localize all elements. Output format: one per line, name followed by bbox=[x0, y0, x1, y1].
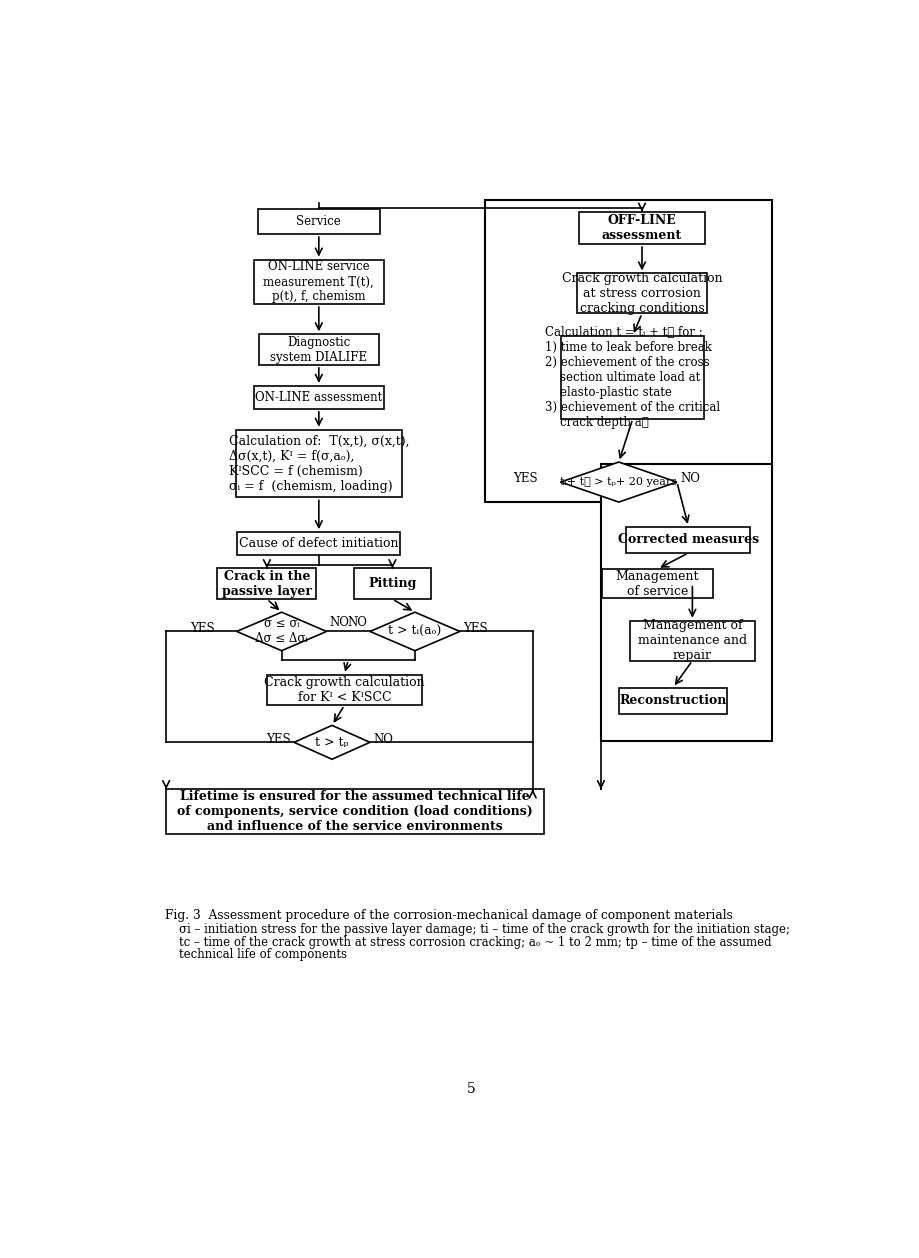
Text: Management of
maintenance and
repair: Management of maintenance and repair bbox=[637, 619, 746, 662]
Text: Crack in the
passive layer: Crack in the passive layer bbox=[221, 570, 312, 598]
Text: NO: NO bbox=[373, 732, 392, 746]
FancyBboxPatch shape bbox=[254, 259, 383, 304]
FancyBboxPatch shape bbox=[602, 569, 711, 599]
Text: t > tₚ: t > tₚ bbox=[315, 736, 348, 749]
Text: Calculation t = tᵢ + tၣ for :
1) time to leak before break
2) echievement of the: Calculation t = tᵢ + tၣ for : 1) time to… bbox=[545, 326, 720, 429]
FancyBboxPatch shape bbox=[237, 532, 400, 555]
Polygon shape bbox=[294, 726, 369, 760]
FancyBboxPatch shape bbox=[626, 527, 750, 554]
Text: NO: NO bbox=[329, 615, 349, 629]
Text: OFF-LINE
assessment: OFF-LINE assessment bbox=[601, 214, 681, 242]
FancyBboxPatch shape bbox=[353, 569, 431, 599]
Polygon shape bbox=[369, 613, 460, 650]
Text: Pitting: Pitting bbox=[368, 577, 416, 590]
FancyBboxPatch shape bbox=[258, 335, 379, 365]
Text: σi – initiation stress for the passive layer damage; ti – time of the crack grow: σi – initiation stress for the passive l… bbox=[178, 923, 789, 936]
Text: tc – time of the crack growth at stress corrosion cracking; aₒ ~ 1 to 2 mm; tp –: tc – time of the crack growth at stress … bbox=[178, 936, 770, 949]
Text: ON-LINE service
measurement T(t),
p(t), f, chemism: ON-LINE service measurement T(t), p(t), … bbox=[263, 260, 374, 303]
Text: Calculation of:  T(x,t), σ(x,t),
Δσ(x,t), Kᴵ = f(σ,aₒ),
KᴵSCC = f (chemism)
σᵢ =: Calculation of: T(x,t), σ(x,t), Δσ(x,t),… bbox=[228, 434, 409, 493]
Text: ON-LINE assessment: ON-LINE assessment bbox=[255, 391, 382, 404]
FancyBboxPatch shape bbox=[600, 464, 771, 741]
FancyBboxPatch shape bbox=[576, 273, 707, 313]
FancyBboxPatch shape bbox=[235, 430, 402, 497]
Text: Corrected measures: Corrected measures bbox=[618, 533, 758, 546]
Text: YES: YES bbox=[512, 473, 537, 486]
Text: Crack growth calculation
for Kᴵ < KᴵSCC: Crack growth calculation for Kᴵ < KᴵSCC bbox=[264, 676, 425, 704]
Text: YES: YES bbox=[190, 621, 215, 635]
FancyBboxPatch shape bbox=[166, 789, 544, 834]
FancyBboxPatch shape bbox=[484, 200, 771, 502]
FancyBboxPatch shape bbox=[254, 386, 383, 409]
FancyBboxPatch shape bbox=[267, 674, 422, 706]
Text: Service: Service bbox=[296, 215, 341, 228]
Text: technical life of components: technical life of components bbox=[178, 949, 346, 961]
Text: 5: 5 bbox=[467, 1082, 475, 1096]
Text: Management
of service: Management of service bbox=[615, 570, 698, 598]
Text: Diagnostic
system DIALIFE: Diagnostic system DIALIFE bbox=[270, 336, 367, 364]
Text: t > tᵢ(aₒ): t > tᵢ(aₒ) bbox=[388, 625, 441, 638]
Text: Crack growth calculation
at stress corrosion
cracking conditions: Crack growth calculation at stress corro… bbox=[562, 272, 721, 314]
FancyBboxPatch shape bbox=[217, 569, 316, 599]
Text: NO: NO bbox=[346, 615, 367, 629]
FancyBboxPatch shape bbox=[579, 211, 704, 244]
Text: YES: YES bbox=[266, 732, 290, 746]
Polygon shape bbox=[236, 613, 326, 650]
Text: YES: YES bbox=[462, 621, 487, 635]
FancyBboxPatch shape bbox=[257, 210, 380, 234]
FancyBboxPatch shape bbox=[629, 620, 754, 660]
Text: NO: NO bbox=[679, 473, 699, 486]
Text: σ ≤ σᵢ
Δσ ≤ Δσᵢ: σ ≤ σᵢ Δσ ≤ Δσᵢ bbox=[255, 618, 308, 645]
FancyBboxPatch shape bbox=[561, 336, 703, 419]
Text: Lifetime is ensured for the assumed technical life
of components, service condit: Lifetime is ensured for the assumed tech… bbox=[177, 790, 532, 833]
Text: tᵢ+ tၣ > tₚ+ 20 years: tᵢ+ tၣ > tₚ+ 20 years bbox=[560, 477, 676, 487]
Text: Fig. 3  Assessment procedure of the corrosion-mechanical damage of component mat: Fig. 3 Assessment procedure of the corro… bbox=[165, 910, 732, 922]
Text: Reconstruction: Reconstruction bbox=[618, 694, 726, 707]
Polygon shape bbox=[560, 462, 676, 502]
Text: Cause of defect initiation: Cause of defect initiation bbox=[239, 537, 398, 550]
FancyBboxPatch shape bbox=[618, 688, 726, 713]
